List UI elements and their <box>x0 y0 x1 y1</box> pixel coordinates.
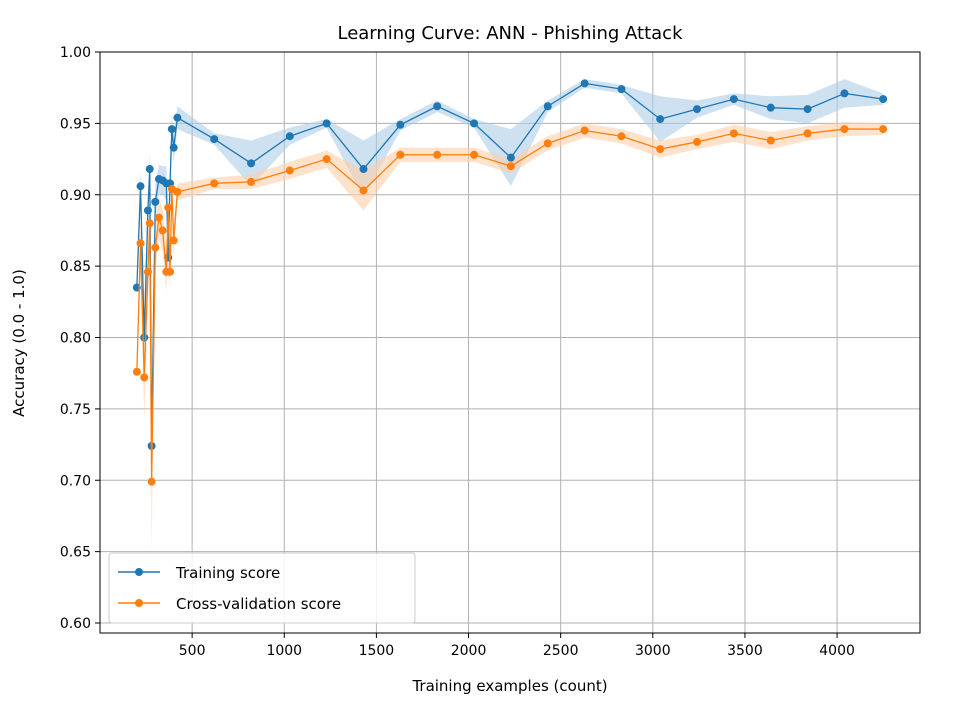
series-1-point <box>164 203 173 212</box>
y-tick-label: 0.70 <box>60 473 91 489</box>
series-1-point <box>322 155 331 164</box>
series-1-point <box>166 267 175 276</box>
y-tick-label: 1.00 <box>60 45 91 61</box>
series-0-point <box>729 95 738 104</box>
series-0-point <box>359 165 368 174</box>
series-0-point <box>247 159 256 168</box>
x-axis-label: Training examples (count) <box>411 677 607 695</box>
x-tick-label: 3000 <box>635 643 671 659</box>
y-tick-label: 0.90 <box>60 188 91 204</box>
series-0-point <box>396 120 405 129</box>
x-tick-label: 2500 <box>543 643 579 659</box>
series-0-point <box>151 197 160 206</box>
series-1-point <box>470 150 479 159</box>
legend-swatch-marker <box>135 599 143 607</box>
series-1-point <box>766 136 775 145</box>
legend-swatch-marker <box>135 568 143 576</box>
series-1-point <box>158 226 167 235</box>
series-1-point <box>169 236 178 245</box>
series-1-point <box>543 139 552 148</box>
series-0-point <box>322 119 331 128</box>
series-1-point <box>359 186 368 195</box>
y-tick-label: 0.75 <box>60 402 91 418</box>
series-1-point <box>803 129 812 138</box>
series-1-point <box>729 129 738 138</box>
series-1-point <box>433 150 442 159</box>
legend-label: Training score <box>175 564 280 582</box>
series-0-point <box>506 153 515 162</box>
x-tick-label: 2000 <box>451 643 487 659</box>
x-tick-label: 3500 <box>727 643 763 659</box>
y-tick-label: 0.95 <box>60 116 91 132</box>
y-tick-label: 0.60 <box>60 616 91 632</box>
y-tick-label: 0.80 <box>60 331 91 347</box>
series-1-point <box>506 162 515 171</box>
y-tick-label: 0.85 <box>60 259 91 275</box>
series-0-point <box>580 79 589 88</box>
series-1-point <box>285 166 294 175</box>
y-tick-label: 0.65 <box>60 545 91 561</box>
series-0-point <box>879 95 888 104</box>
series-0-point <box>173 113 182 122</box>
series-0-point <box>617 85 626 94</box>
x-tick-label: 1500 <box>359 643 395 659</box>
series-0-point <box>433 102 442 111</box>
series-1-point <box>656 145 665 154</box>
legend-label: Cross-validation score <box>176 595 341 613</box>
series-1-point <box>617 132 626 141</box>
series-1-point <box>879 125 888 134</box>
x-tick-label: 1000 <box>266 643 302 659</box>
chart-title: Learning Curve: ANN - Phishing Attack <box>337 23 683 44</box>
legend: Training score Cross-validation score <box>108 552 416 624</box>
series-1-point <box>143 267 152 276</box>
series-0-point <box>285 132 294 141</box>
series-0-point <box>140 333 149 342</box>
series-1-point <box>210 179 219 188</box>
series-0-point <box>543 102 552 111</box>
series-1-point <box>132 367 141 376</box>
series-1-point <box>247 177 256 186</box>
series-0-point <box>656 115 665 124</box>
series-1-point <box>154 213 163 222</box>
series-0-point <box>803 105 812 114</box>
x-tick-label: 500 <box>179 643 206 659</box>
series-1-point <box>580 126 589 135</box>
series-0-point <box>693 105 702 114</box>
series-1-point <box>147 477 156 486</box>
series-1-point <box>140 373 149 382</box>
series-0-point <box>143 206 152 215</box>
y-axis-label: Accuracy (0.0 - 1.0) <box>10 269 28 417</box>
series-1-point <box>396 150 405 159</box>
series-0-point <box>169 143 178 152</box>
series-0-point <box>136 182 145 191</box>
legend-box <box>108 552 416 624</box>
series-1-point <box>173 187 182 196</box>
series-1-point <box>840 125 849 134</box>
x-tick-label: 4000 <box>819 643 855 659</box>
series-0-point <box>766 103 775 112</box>
axes-frame <box>99 51 921 634</box>
series-0-point <box>470 119 479 128</box>
series-0-point <box>167 125 176 134</box>
series-1-point <box>145 219 154 228</box>
series-0-point <box>210 135 219 144</box>
series-0-point <box>145 165 154 174</box>
series-1-point <box>693 137 702 146</box>
series-1-line <box>136 128 884 482</box>
series-0-point <box>840 89 849 98</box>
series-1-point <box>136 239 145 248</box>
series-1-point <box>151 243 160 252</box>
plot-area: 500 1000 1500 2000 2500 3000 3500 4000 0.60 0.65 0… <box>60 45 921 659</box>
